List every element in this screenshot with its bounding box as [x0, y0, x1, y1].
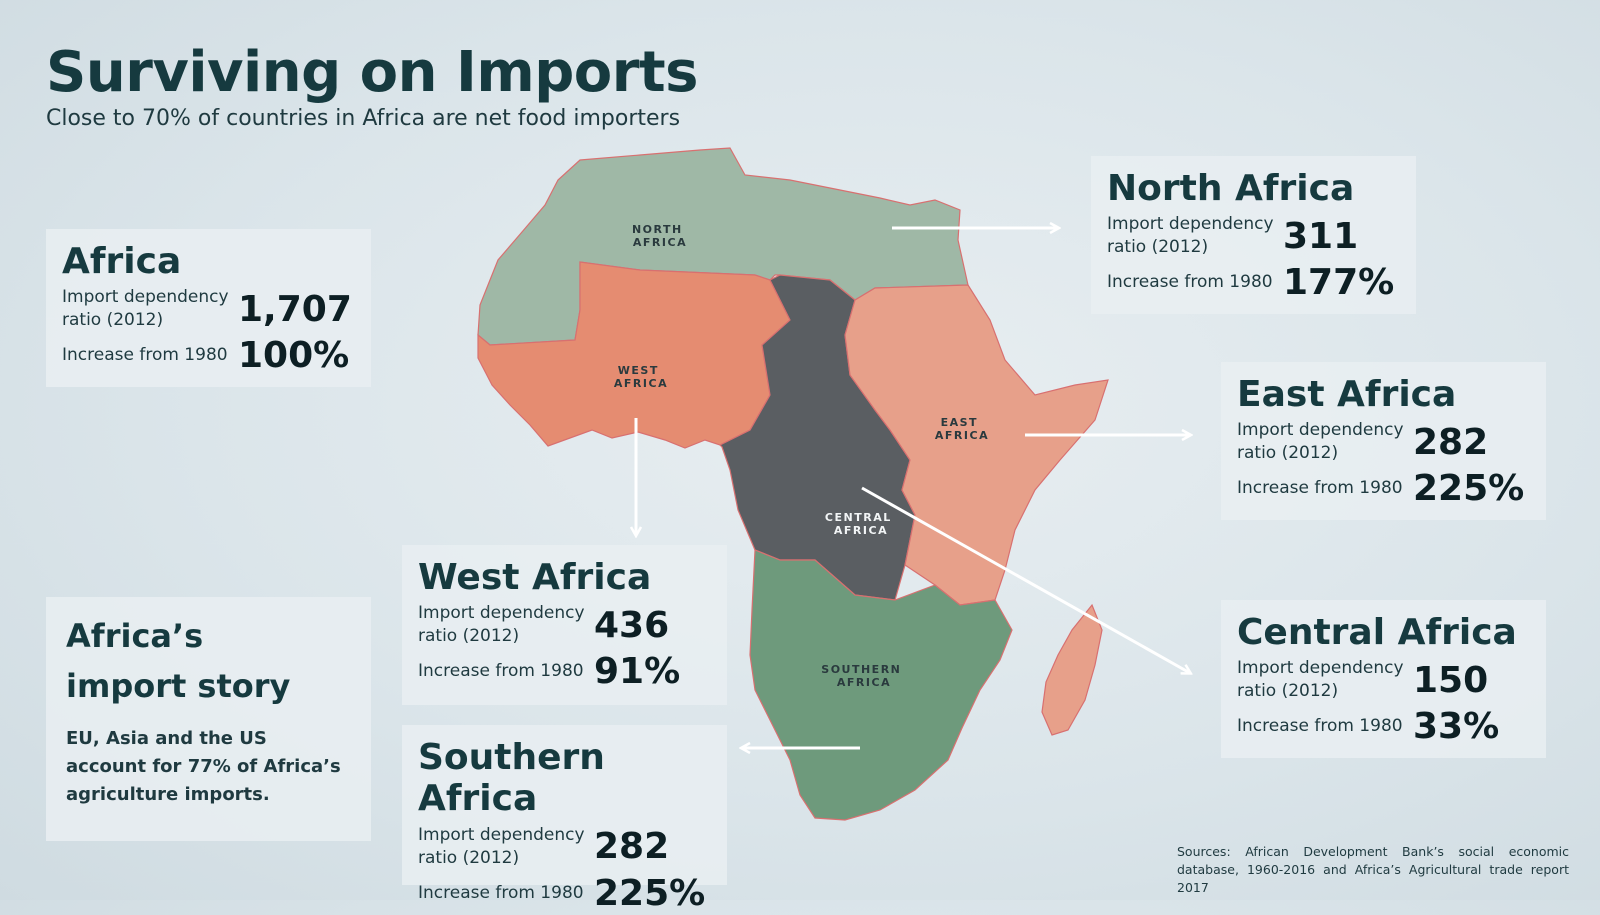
page-subtitle: Close to 70% of countries in Africa are …	[46, 106, 681, 131]
increase-value: 91%	[594, 651, 681, 693]
ratio-row: Import dependency ratio (2012) 282	[1237, 419, 1530, 465]
ratio-row: Import dependency ratio (2012) 282	[418, 824, 711, 870]
ratio-row: Import dependency ratio (2012) 436	[418, 602, 711, 648]
ratio-label: Import dependency ratio (2012)	[1237, 420, 1404, 464]
arrow-central-africa	[861, 486, 1190, 673]
increase-value: 33%	[1413, 706, 1500, 748]
import-story-card: Africa’s import story EU, Asia and the U…	[46, 597, 371, 841]
card-title: North Africa	[1107, 168, 1355, 209]
increase-label: Increase from 1980	[1107, 272, 1273, 293]
increase-value: 225%	[1413, 468, 1525, 510]
increase-row: Increase from 1980 225%	[1237, 467, 1530, 510]
page-title: Surviving on Imports	[46, 40, 698, 105]
card-title: East Africa	[1237, 374, 1457, 415]
ratio-label: Import dependency ratio (2012)	[1237, 658, 1404, 702]
ratio-label: Import dependency ratio (2012)	[418, 824, 585, 868]
increase-row: Increase from 1980 177%	[1107, 261, 1400, 304]
increase-label: Increase from 1980	[418, 882, 584, 903]
increase-value: 100%	[238, 335, 350, 377]
ratio-value: 282	[1413, 421, 1489, 463]
increase-row: Increase from 1980 91%	[418, 650, 711, 693]
increase-value: 177%	[1283, 262, 1395, 304]
ratio-value: 1,707	[238, 288, 352, 330]
story-title: Africa’s import story	[66, 611, 351, 711]
story-title-line2: import story	[66, 667, 291, 705]
east-africa-card: East Africa Import dependency ratio (201…	[1221, 362, 1546, 520]
sources-note: Sources: African Development Bank’s soci…	[1177, 844, 1569, 895]
ratio-label: Import dependency ratio (2012)	[418, 603, 585, 647]
increase-row: Increase from 1980 225%	[418, 872, 711, 915]
story-text: EU, Asia and the US account for 77% of A…	[66, 728, 341, 805]
ratio-label: Import dependency ratio (2012)	[62, 287, 229, 331]
card-title: Africa	[62, 241, 182, 282]
increase-label: Increase from 1980	[418, 661, 584, 682]
map-label-east-africa: EAST AFRICA	[935, 416, 989, 442]
ratio-label: Import dependency ratio (2012)	[1107, 214, 1274, 258]
central-africa-card: Central Africa Import dependency ratio (…	[1221, 600, 1546, 758]
increase-value: 225%	[594, 872, 706, 914]
ratio-row: Import dependency ratio (2012) 311	[1107, 213, 1400, 259]
region-southern-africa	[749, 549, 1013, 821]
west-africa-card: West Africa Import dependency ratio (201…	[402, 545, 727, 705]
ratio-value: 150	[1413, 659, 1489, 701]
increase-label: Increase from 1980	[1237, 478, 1403, 499]
ratio-value: 282	[594, 826, 670, 868]
ratio-value: 436	[594, 604, 670, 646]
north-africa-card: North Africa Import dependency ratio (20…	[1091, 156, 1416, 314]
map-label-central-africa: CENTRAL AFRICA	[825, 511, 897, 537]
map-label-southern-africa: SOUTHERN AFRICA	[821, 663, 906, 689]
increase-label: Increase from 1980	[1237, 716, 1403, 737]
map-label-west-africa: WEST AFRICA	[614, 364, 668, 390]
map-label-north-africa: NORTH AFRICA	[632, 223, 688, 249]
ratio-value: 311	[1283, 215, 1359, 257]
ratio-row: Import dependency ratio (2012) 1,707	[62, 286, 355, 332]
africa-stat-card: Africa Import dependency ratio (2012) 1,…	[46, 229, 371, 387]
card-title: Central Africa	[1237, 612, 1517, 653]
southern-africa-card: Southern Africa Import dependency ratio …	[402, 725, 727, 914]
increase-row: Increase from 1980 33%	[1237, 705, 1530, 748]
card-title: Southern Africa	[418, 737, 605, 820]
increase-row: Increase from 1980 100%	[62, 334, 355, 377]
madagascar-island	[1041, 603, 1103, 736]
story-title-line1: Africa’s	[66, 617, 204, 655]
ratio-row: Import dependency ratio (2012) 150	[1237, 657, 1530, 703]
increase-label: Increase from 1980	[62, 345, 228, 366]
card-title: West Africa	[418, 557, 652, 598]
